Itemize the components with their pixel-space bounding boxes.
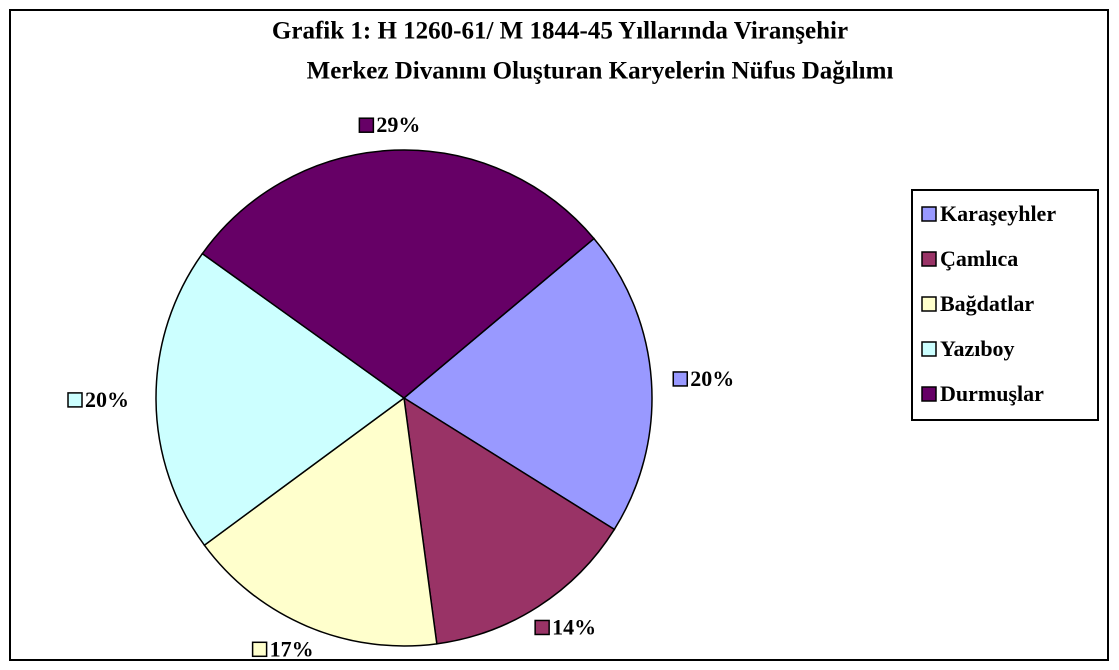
- data-label: 17%: [270, 636, 314, 661]
- legend-swatch: [921, 341, 937, 357]
- label-swatch: [358, 117, 375, 133]
- label-swatch: [672, 371, 689, 387]
- legend-swatch: [921, 206, 937, 222]
- data-label: 20%: [85, 387, 129, 412]
- label-swatch: [67, 392, 83, 408]
- legend-swatch: [921, 296, 937, 312]
- legend-swatch: [921, 386, 937, 402]
- legend-label: Karaşeyhler: [940, 201, 1056, 226]
- pie-slice: [201, 149, 596, 399]
- legend-label: Durmuşlar: [940, 381, 1044, 406]
- chart-title: Merkez Divanını Oluşturan Karyelerin Nüf…: [307, 58, 894, 85]
- legend-swatch: [921, 251, 937, 267]
- data-label: 14%: [552, 615, 596, 640]
- data-label: 29%: [376, 112, 420, 137]
- chart-title: Grafik 1: H 1260-61/ M 1844-45 Yıllarınd…: [272, 18, 848, 45]
- pie-slice: [403, 396, 616, 645]
- legend-label: Yazıboy: [940, 336, 1015, 361]
- legend-label: Bağdatlar: [940, 291, 1034, 316]
- legend-label: Çamlıca: [940, 246, 1018, 271]
- pie-slice: [402, 237, 653, 531]
- data-label: 20%: [690, 366, 734, 391]
- label-swatch: [251, 641, 268, 658]
- legend-box: [911, 189, 1099, 421]
- label-swatch: [534, 619, 550, 636]
- pie-slice: [203, 396, 438, 647]
- pie-slice: [155, 252, 406, 547]
